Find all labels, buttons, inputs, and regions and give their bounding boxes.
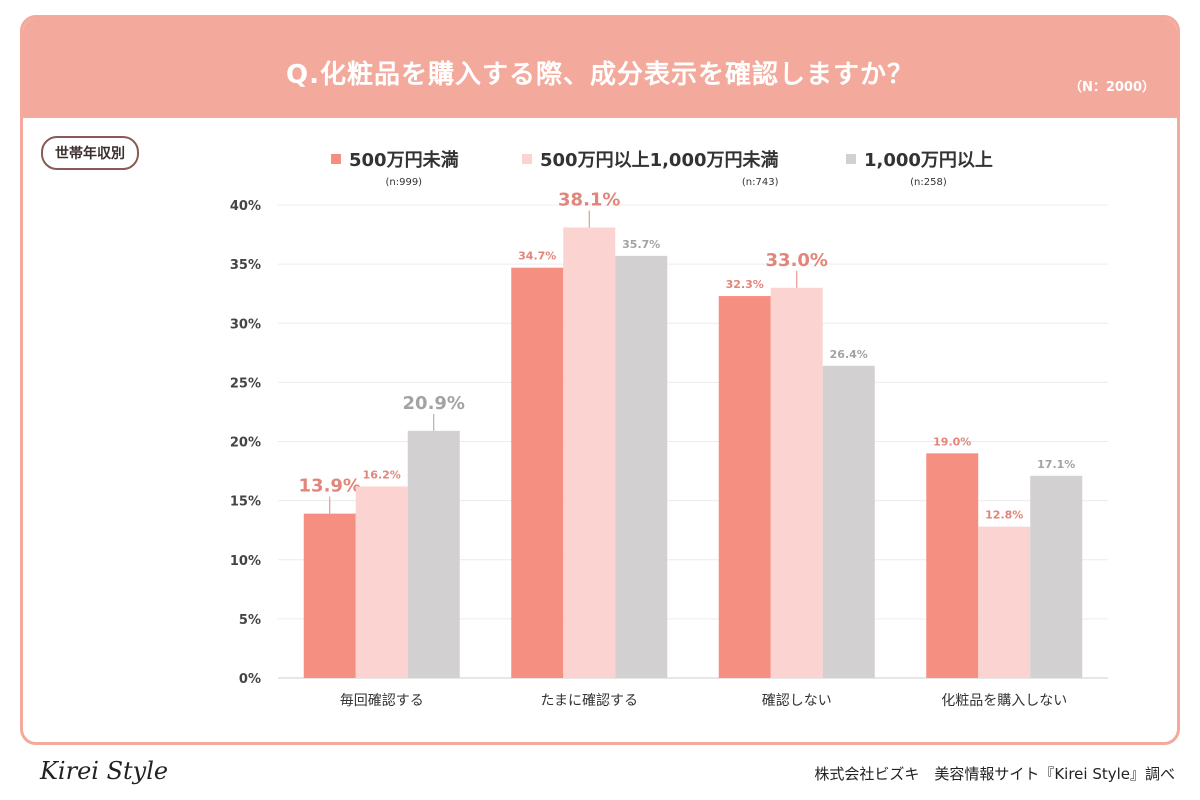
data-label: 35.7% bbox=[622, 238, 660, 251]
legend-label: 500万円未満 bbox=[349, 150, 459, 171]
bar bbox=[1030, 475, 1083, 678]
bar bbox=[355, 486, 408, 678]
x-category-label: 確認しない bbox=[762, 693, 832, 709]
data-label: 38.1% bbox=[558, 189, 620, 210]
legend-sample-size: (n:258) bbox=[910, 177, 947, 188]
bar bbox=[303, 513, 356, 678]
sample-size-label: （N：2000） bbox=[1068, 80, 1155, 95]
bar bbox=[770, 287, 823, 678]
data-label: 33.0% bbox=[766, 250, 828, 271]
legend-item-5m-to-10m: 500万円以上1,000万円未満 (n:743) bbox=[522, 146, 779, 188]
legend-item-under-5m: 500万円未満 (n:999) bbox=[331, 146, 459, 188]
y-tick-label: 35% bbox=[230, 258, 261, 273]
data-label: 32.3% bbox=[726, 278, 764, 291]
x-category-label: 化粧品を購入しない bbox=[941, 693, 1067, 709]
legend-swatch bbox=[846, 154, 856, 164]
data-label: 19.0% bbox=[933, 435, 971, 448]
data-label: 13.9% bbox=[299, 476, 361, 497]
y-tick-label: 20% bbox=[230, 436, 261, 451]
y-tick-label: 15% bbox=[230, 495, 261, 510]
y-tick-label: 5% bbox=[239, 613, 261, 628]
data-label: 17.1% bbox=[1037, 458, 1075, 471]
legend-sample-size: (n:743) bbox=[741, 177, 779, 188]
x-category-label: たまに確認する bbox=[540, 693, 638, 709]
bar bbox=[563, 227, 616, 678]
income-filter-pill: 世帯年収別 bbox=[41, 136, 139, 170]
legend-swatch bbox=[331, 154, 341, 164]
bar bbox=[822, 365, 875, 678]
bar-chart: 0% 5% 10% 15% 20% 25% 30% 35% 40% 13.9%16.2% 20.9%… bbox=[230, 189, 1108, 709]
bar bbox=[926, 453, 979, 678]
data-label: 20.9% bbox=[403, 393, 465, 414]
data-label: 34.7% bbox=[518, 250, 556, 263]
bar bbox=[615, 255, 668, 678]
y-tick-label: 10% bbox=[230, 554, 261, 569]
legend-sample-size: (n:999) bbox=[385, 177, 423, 188]
legend-swatch bbox=[522, 154, 532, 164]
data-label: 16.2% bbox=[363, 468, 401, 481]
x-category-label: 毎回確認する bbox=[340, 693, 424, 709]
y-tick-label: 30% bbox=[230, 317, 261, 332]
bar bbox=[407, 430, 460, 678]
chart-title: Q.化粧品を購入する際、成分表示を確認しますか？ bbox=[286, 60, 914, 90]
y-tick-label: 40% bbox=[230, 199, 261, 214]
bar bbox=[511, 267, 564, 678]
bar bbox=[978, 526, 1031, 678]
bar bbox=[718, 296, 771, 678]
legend-item-over-10m: 1,000万円以上 (n:258) bbox=[846, 146, 993, 188]
kirei-style-logo: Kirei Style bbox=[40, 757, 169, 785]
data-label: 26.4% bbox=[830, 348, 868, 361]
y-tick-label: 25% bbox=[230, 376, 261, 391]
chart-card: Q.化粧品を購入する際、成分表示を確認しますか？ （N：2000） 世帯年収別 … bbox=[20, 15, 1180, 745]
source-credit: 株式会社ビズキ 美容情報サイト『Kirei Style』調べ bbox=[814, 765, 1175, 783]
legend-label: 500万円以上1,000万円未満 bbox=[540, 150, 779, 171]
y-tick-label: 0% bbox=[239, 672, 261, 687]
card-header: Q.化粧品を購入する際、成分表示を確認しますか？ （N：2000） bbox=[23, 18, 1177, 118]
data-label: 12.8% bbox=[985, 509, 1023, 522]
legend-label: 1,000万円以上 bbox=[864, 150, 993, 171]
